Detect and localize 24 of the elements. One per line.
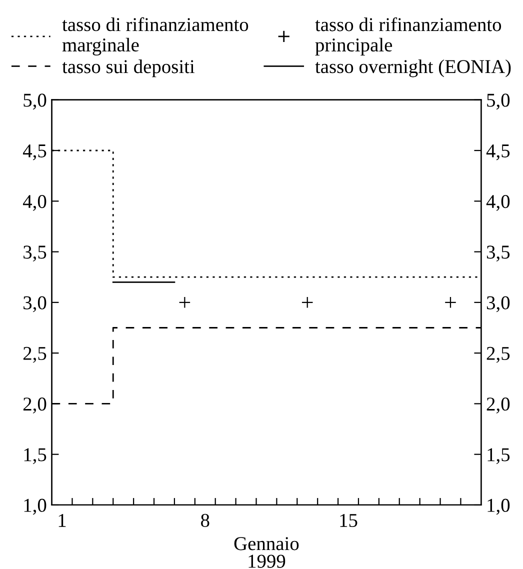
y-tick-label: 2,0 [23,398,46,414]
x-tick-label: 15 [340,514,358,528]
x-tick-label: 8 [201,514,210,528]
y2-tick-label: 2,5 [486,346,510,363]
y2-tick-label: 3,5 [486,246,510,262]
x-tick-label: 1 [58,514,66,527]
y2-tick-label: 5,0 [487,94,510,110]
y2-tick-label: 1,5 [488,448,510,464]
legend-label: tasso sui depositi [62,60,195,78]
legend-label: tasso overnight (EONIA) [315,60,511,78]
y-tick-label: 1,0 [24,498,46,515]
y-tick-label: 1,5 [24,448,46,464]
y2-tick-label: 2,0 [486,398,510,414]
x-axis-title: Gennaio 1999 [234,537,299,568]
y-tick-label: 4,5 [22,144,46,160]
y-tick-label: 4,0 [22,194,46,211]
y-tick-label: 3,0 [24,296,46,312]
y-tick-label: 3,5 [24,246,46,262]
y-tick-label: 2,5 [23,346,46,363]
y2-tick-label: 1,0 [488,498,510,515]
y2-tick-label: 3,0 [486,296,510,312]
y-tick-label: 5,0 [24,94,46,110]
y2-tick-label: 4,5 [486,144,510,160]
y2-tick-label: 4,0 [486,194,510,211]
